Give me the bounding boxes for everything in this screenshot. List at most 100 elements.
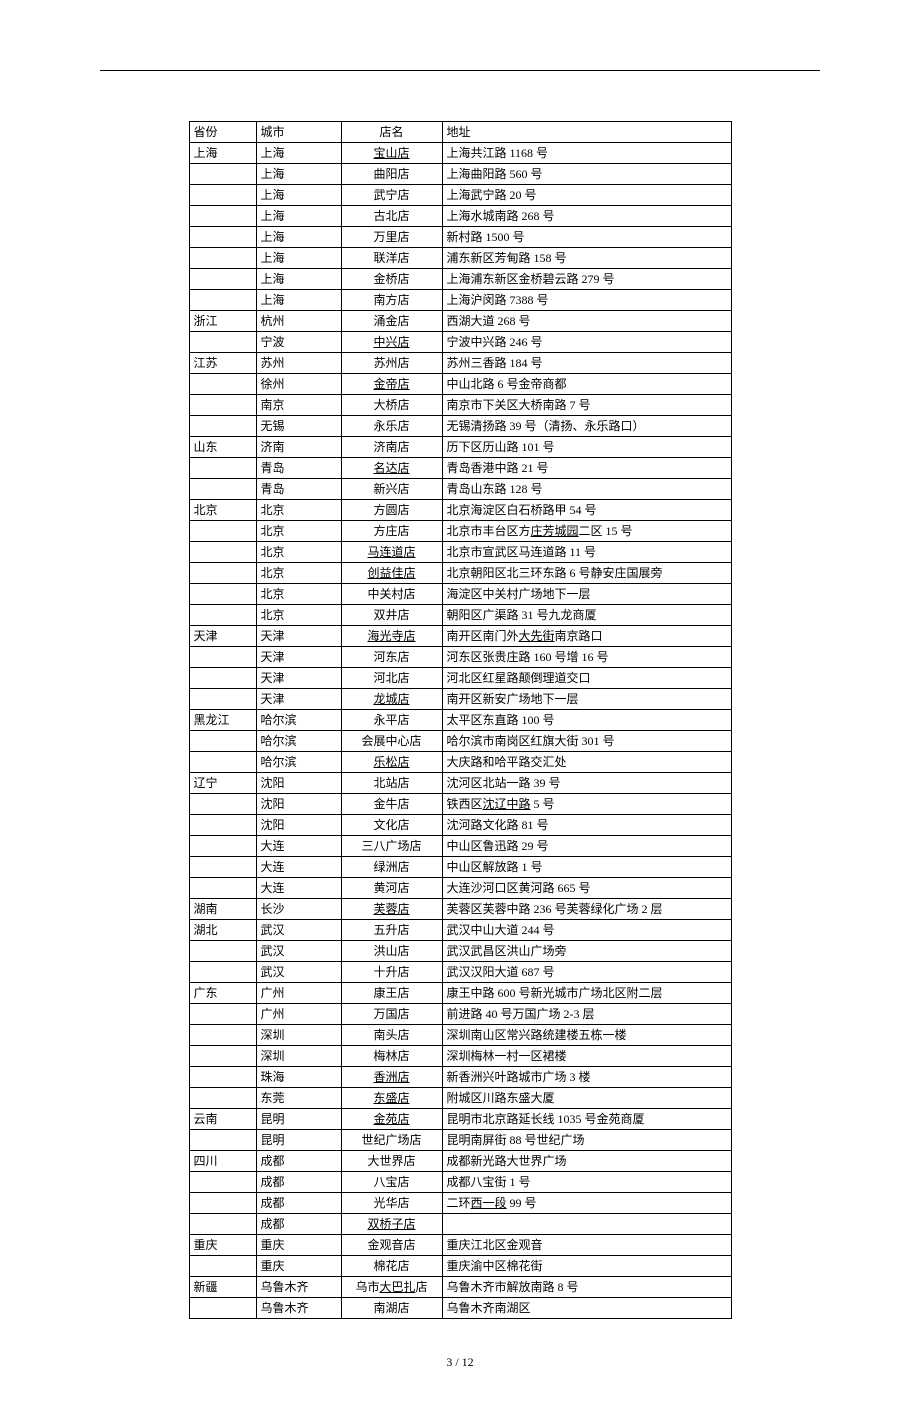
cell-addr: 西湖大道 268 号 xyxy=(442,311,731,332)
cell-store: 洪山店 xyxy=(341,941,442,962)
cell-addr: 南开区新安广场地下一层 xyxy=(442,689,731,710)
cell-city: 天津 xyxy=(256,626,341,647)
cell-addr: 河东区张贵庄路 160 号增 16 号 xyxy=(442,647,731,668)
cell-store: 大世界店 xyxy=(341,1151,442,1172)
table-row: 东莞东盛店附城区川路东盛大厦 xyxy=(189,1088,731,1109)
page: 省份城市店名地址上海上海宝山店上海共江路 1168 号上海曲阳店上海曲阳路 56… xyxy=(0,0,920,1410)
cell-province xyxy=(189,521,256,542)
cell-province xyxy=(189,605,256,626)
cell-addr: 昆明南屏街 88 号世纪广场 xyxy=(442,1130,731,1151)
cell-addr: 青岛香港中路 21 号 xyxy=(442,458,731,479)
cell-city: 北京 xyxy=(256,584,341,605)
table-row: 武汉洪山店武汉武昌区洪山广场旁 xyxy=(189,941,731,962)
cell-addr: 沈河区北站一路 39 号 xyxy=(442,773,731,794)
cell-province xyxy=(189,794,256,815)
cell-addr: 苏州三香路 184 号 xyxy=(442,353,731,374)
cell-province xyxy=(189,857,256,878)
cell-province: 新疆 xyxy=(189,1277,256,1298)
cell-store: 万国店 xyxy=(341,1004,442,1025)
cell-city: 杭州 xyxy=(256,311,341,332)
cell-province xyxy=(189,1172,256,1193)
table-row: 大连三八广场店中山区鲁迅路 29 号 xyxy=(189,836,731,857)
cell-store: 万里店 xyxy=(341,227,442,248)
cell-store: 创益佳店 xyxy=(341,563,442,584)
cell-store: 马连道店 xyxy=(341,542,442,563)
cell-addr: 昆明市北京路延长线 1035 号金苑商厦 xyxy=(442,1109,731,1130)
page-number: 3 / 12 xyxy=(446,1355,473,1369)
cell-province: 湖南 xyxy=(189,899,256,920)
table-row: 沈阳文化店沈河路文化路 81 号 xyxy=(189,815,731,836)
table-row: 天津河北店河北区红星路颠倒理道交口 xyxy=(189,668,731,689)
table-header-row: 省份城市店名地址 xyxy=(189,122,731,143)
cell-addr xyxy=(442,1214,731,1235)
cell-store: 十升店 xyxy=(341,962,442,983)
table-row: 沈阳金牛店铁西区沈辽中路 5 号 xyxy=(189,794,731,815)
cell-city: 天津 xyxy=(256,689,341,710)
header-addr: 地址 xyxy=(442,122,731,143)
cell-addr: 哈尔滨市南岗区红旗大街 301 号 xyxy=(442,731,731,752)
table-row: 无锡永乐店无锡清扬路 39 号（清扬、永乐路口） xyxy=(189,416,731,437)
cell-province xyxy=(189,941,256,962)
cell-addr: 南开区南门外大先街南京路口 xyxy=(442,626,731,647)
table-row: 武汉十升店武汉汉阳大道 687 号 xyxy=(189,962,731,983)
table-row: 珠海香洲店新香洲兴叶路城市广场 3 楼 xyxy=(189,1067,731,1088)
cell-addr: 深圳梅林一村一区裙楼 xyxy=(442,1046,731,1067)
cell-city: 哈尔滨 xyxy=(256,710,341,731)
table-row: 北京北京方圆店北京海淀区白石桥路甲 54 号 xyxy=(189,500,731,521)
cell-province xyxy=(189,731,256,752)
cell-addr: 北京市宣武区马连道路 11 号 xyxy=(442,542,731,563)
cell-city: 徐州 xyxy=(256,374,341,395)
cell-province xyxy=(189,1004,256,1025)
cell-store: 永乐店 xyxy=(341,416,442,437)
cell-province: 天津 xyxy=(189,626,256,647)
cell-city: 北京 xyxy=(256,521,341,542)
cell-store: 文化店 xyxy=(341,815,442,836)
cell-province: 浙江 xyxy=(189,311,256,332)
cell-addr: 武汉武昌区洪山广场旁 xyxy=(442,941,731,962)
cell-addr: 大庆路和哈平路交汇处 xyxy=(442,752,731,773)
table-row: 山东济南济南店历下区历山路 101 号 xyxy=(189,437,731,458)
cell-province xyxy=(189,416,256,437)
cell-city: 大连 xyxy=(256,857,341,878)
cell-addr: 上海共江路 1168 号 xyxy=(442,143,731,164)
cell-city: 昆明 xyxy=(256,1109,341,1130)
cell-city: 哈尔滨 xyxy=(256,731,341,752)
table-row: 天津龙城店南开区新安广场地下一层 xyxy=(189,689,731,710)
table-row: 上海古北店上海水城南路 268 号 xyxy=(189,206,731,227)
cell-city: 北京 xyxy=(256,542,341,563)
cell-city: 苏州 xyxy=(256,353,341,374)
cell-city: 成都 xyxy=(256,1193,341,1214)
cell-store: 双井店 xyxy=(341,605,442,626)
cell-province xyxy=(189,563,256,584)
cell-addr: 附城区川路东盛大厦 xyxy=(442,1088,731,1109)
cell-city: 大连 xyxy=(256,878,341,899)
cell-city: 沈阳 xyxy=(256,815,341,836)
table-row: 北京马连道店北京市宣武区马连道路 11 号 xyxy=(189,542,731,563)
cell-province xyxy=(189,206,256,227)
cell-province xyxy=(189,332,256,353)
stores-table: 省份城市店名地址上海上海宝山店上海共江路 1168 号上海曲阳店上海曲阳路 56… xyxy=(189,121,732,1319)
cell-city: 乌鲁木齐 xyxy=(256,1277,341,1298)
cell-city: 长沙 xyxy=(256,899,341,920)
cell-province xyxy=(189,542,256,563)
cell-addr: 沈河路文化路 81 号 xyxy=(442,815,731,836)
cell-province xyxy=(189,752,256,773)
table-row: 青岛名达店青岛香港中路 21 号 xyxy=(189,458,731,479)
cell-store: 黄河店 xyxy=(341,878,442,899)
cell-city: 武汉 xyxy=(256,962,341,983)
cell-store: 河东店 xyxy=(341,647,442,668)
cell-province: 江苏 xyxy=(189,353,256,374)
cell-store: 永平店 xyxy=(341,710,442,731)
table-row: 上海南方店上海沪闵路 7388 号 xyxy=(189,290,731,311)
table-row: 上海万里店新村路 1500 号 xyxy=(189,227,731,248)
cell-store: 香洲店 xyxy=(341,1067,442,1088)
table-row: 上海上海宝山店上海共江路 1168 号 xyxy=(189,143,731,164)
cell-province: 重庆 xyxy=(189,1235,256,1256)
table-row: 北京创益佳店北京朝阳区北三环东路 6 号静安庄国展旁 xyxy=(189,563,731,584)
cell-addr: 铁西区沈辽中路 5 号 xyxy=(442,794,731,815)
cell-addr: 朝阳区广渠路 31 号九龙商厦 xyxy=(442,605,731,626)
cell-province xyxy=(189,1025,256,1046)
cell-addr: 上海浦东新区金桥碧云路 279 号 xyxy=(442,269,731,290)
cell-province: 云南 xyxy=(189,1109,256,1130)
cell-province: 辽宁 xyxy=(189,773,256,794)
